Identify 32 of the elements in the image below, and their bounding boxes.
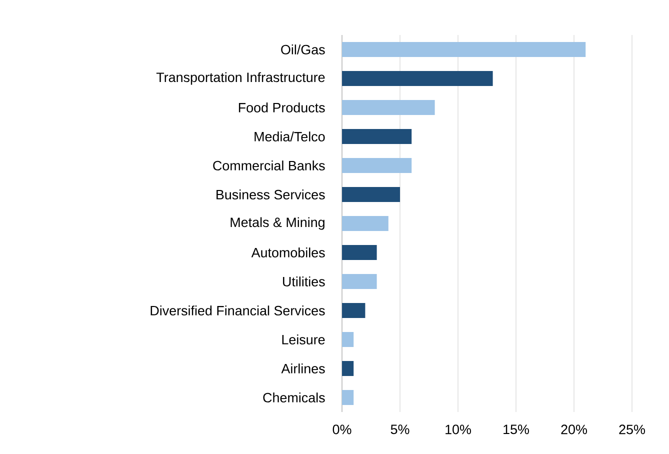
x-tick-label: 0%	[332, 424, 352, 434]
y-tick-label: Airlines	[281, 364, 325, 374]
bar	[342, 158, 412, 173]
bar	[342, 216, 388, 231]
x-tick-label: 20%	[561, 424, 587, 434]
y-tick-label: Metals & Mining	[230, 217, 324, 230]
bar	[342, 128, 412, 144]
x-tick-label: 15%	[504, 424, 529, 434]
bar	[342, 186, 400, 202]
bar	[342, 100, 435, 115]
x-tick-label: 5%	[390, 424, 410, 434]
y-tick-label: Transportation Infrastructure	[156, 72, 325, 85]
y-tick-label: Food Products	[238, 102, 325, 112]
y-tick-label: Business Services	[216, 190, 325, 200]
bar	[342, 332, 354, 347]
y-tick-label: Chemicals	[263, 392, 325, 402]
y-tick-label: Commercial Banks	[213, 160, 325, 170]
bar	[342, 303, 366, 318]
bar	[342, 244, 377, 260]
bar	[342, 42, 586, 57]
y-tick-label: Diversified Financial Services	[150, 306, 325, 316]
x-tick-label: 25%	[619, 424, 645, 434]
bar	[342, 70, 493, 86]
y-tick-label: Oil/Gas	[281, 44, 325, 54]
y-tick-label: Leisure	[282, 334, 325, 344]
y-tick-label: Automobiles	[251, 248, 325, 258]
y-tick-label: Media/Telco	[254, 132, 325, 142]
bar	[342, 390, 354, 405]
bar	[342, 274, 377, 289]
y-tick-label: Utilities	[283, 276, 325, 286]
x-tick-label: 10%	[446, 424, 471, 434]
bar	[342, 361, 354, 376]
